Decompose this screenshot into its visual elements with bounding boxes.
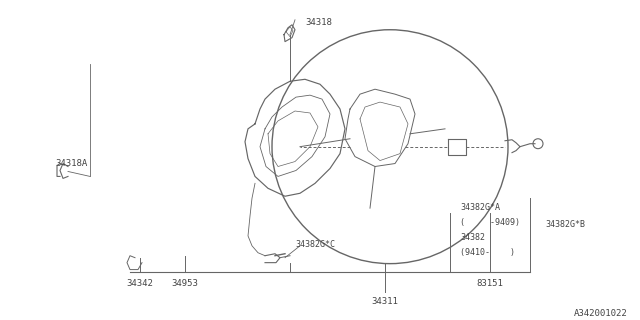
Text: 83151: 83151 bbox=[477, 279, 504, 289]
Text: 34318A: 34318A bbox=[55, 159, 87, 168]
Text: (     -9409): ( -9409) bbox=[460, 218, 520, 227]
Text: 34382G*A: 34382G*A bbox=[460, 203, 500, 212]
Text: 34382G*C: 34382G*C bbox=[295, 240, 335, 249]
Text: 34311: 34311 bbox=[372, 297, 399, 306]
Text: (9410-    ): (9410- ) bbox=[460, 248, 515, 257]
Text: 34953: 34953 bbox=[172, 279, 198, 289]
Text: 34318: 34318 bbox=[305, 18, 332, 27]
Text: A342001022: A342001022 bbox=[574, 309, 628, 318]
Text: 34382: 34382 bbox=[460, 233, 485, 242]
Text: 34382G*B: 34382G*B bbox=[545, 220, 585, 229]
Text: 34342: 34342 bbox=[127, 279, 154, 289]
